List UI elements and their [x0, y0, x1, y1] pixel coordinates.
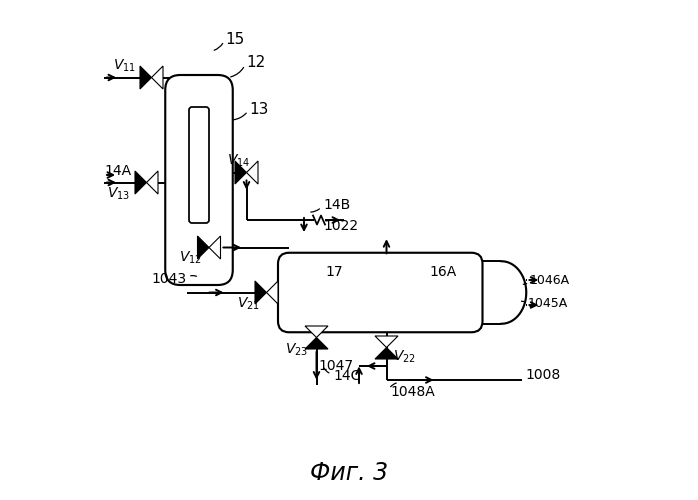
- Text: 12: 12: [246, 55, 266, 70]
- Text: 14B: 14B: [323, 198, 350, 212]
- Text: $V_{12}$: $V_{12}$: [179, 250, 202, 266]
- Text: 1008: 1008: [525, 368, 560, 382]
- FancyBboxPatch shape: [189, 107, 209, 223]
- FancyBboxPatch shape: [278, 253, 482, 332]
- Text: $V_{23}$: $V_{23}$: [285, 342, 309, 358]
- Polygon shape: [375, 336, 398, 347]
- Text: 1045A: 1045A: [528, 297, 567, 310]
- Text: 17: 17: [325, 265, 343, 279]
- Polygon shape: [305, 326, 328, 338]
- Text: 16A: 16A: [429, 264, 456, 278]
- Polygon shape: [235, 161, 246, 184]
- Text: 1043: 1043: [151, 272, 186, 286]
- Polygon shape: [305, 338, 328, 349]
- Polygon shape: [375, 348, 398, 359]
- Polygon shape: [135, 171, 147, 194]
- Text: $V_{14}$: $V_{14}$: [228, 153, 251, 169]
- Polygon shape: [209, 236, 221, 259]
- FancyBboxPatch shape: [165, 75, 232, 285]
- Polygon shape: [140, 66, 151, 89]
- Text: 14C: 14C: [333, 370, 360, 384]
- Polygon shape: [255, 281, 267, 304]
- Text: $V_{11}$: $V_{11}$: [112, 58, 135, 74]
- Polygon shape: [246, 161, 258, 184]
- Text: 1022: 1022: [323, 219, 358, 233]
- Polygon shape: [151, 66, 163, 89]
- Text: Фиг. 3: Фиг. 3: [310, 460, 388, 484]
- Polygon shape: [198, 236, 209, 259]
- Text: $V_{13}$: $V_{13}$: [107, 186, 131, 202]
- Text: $V_{21}$: $V_{21}$: [237, 296, 260, 312]
- Text: 1046A: 1046A: [530, 274, 570, 286]
- Text: 14A: 14A: [104, 164, 131, 178]
- Text: 1048A: 1048A: [390, 385, 435, 399]
- Text: $V_{22}$: $V_{22}$: [393, 349, 416, 365]
- Text: 1047: 1047: [319, 359, 354, 373]
- Polygon shape: [147, 171, 158, 194]
- Text: 15: 15: [225, 32, 244, 46]
- Polygon shape: [267, 281, 278, 304]
- Text: 13: 13: [249, 102, 268, 116]
